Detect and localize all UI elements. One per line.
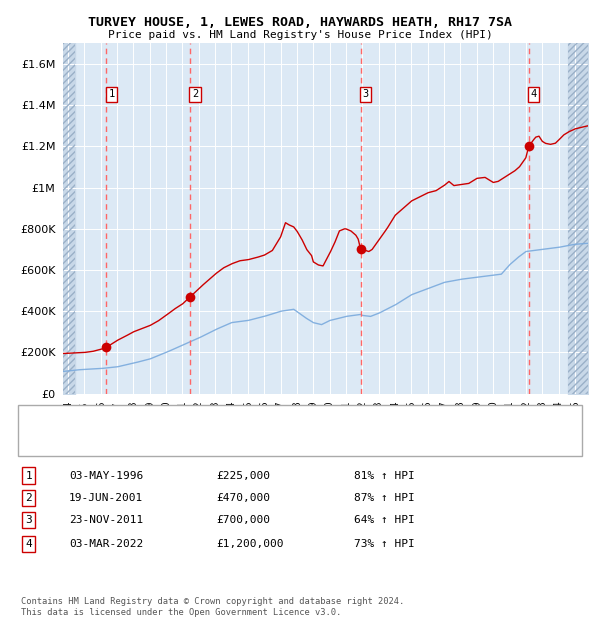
Text: 4: 4 xyxy=(530,89,537,99)
Text: £700,000: £700,000 xyxy=(216,515,270,525)
Text: 2: 2 xyxy=(25,493,32,503)
Bar xyxy=(568,43,588,394)
Text: £470,000: £470,000 xyxy=(216,493,270,503)
Text: TURVEY HOUSE, 1, LEWES ROAD, HAYWARDS HEATH, RH17 7SA (detached house): TURVEY HOUSE, 1, LEWES ROAD, HAYWARDS HE… xyxy=(55,415,457,423)
Text: 23-NOV-2011: 23-NOV-2011 xyxy=(69,515,143,525)
Text: 81% ↑ HPI: 81% ↑ HPI xyxy=(354,471,415,480)
Text: 1: 1 xyxy=(25,471,32,480)
Text: 73% ↑ HPI: 73% ↑ HPI xyxy=(354,539,415,549)
Text: £1,200,000: £1,200,000 xyxy=(216,539,284,549)
Text: 1: 1 xyxy=(109,89,115,99)
Text: 2: 2 xyxy=(192,89,198,99)
Text: Price paid vs. HM Land Registry's House Price Index (HPI): Price paid vs. HM Land Registry's House … xyxy=(107,30,493,40)
Text: HPI: Average price, detached house, Mid Sussex: HPI: Average price, detached house, Mid … xyxy=(55,437,319,446)
Text: 03-MAR-2022: 03-MAR-2022 xyxy=(69,539,143,549)
Text: Contains HM Land Registry data © Crown copyright and database right 2024.
This d: Contains HM Land Registry data © Crown c… xyxy=(21,598,404,617)
Text: £225,000: £225,000 xyxy=(216,471,270,480)
Text: 3: 3 xyxy=(25,515,32,525)
Text: 64% ↑ HPI: 64% ↑ HPI xyxy=(354,515,415,525)
Text: 3: 3 xyxy=(362,89,369,99)
Text: 19-JUN-2001: 19-JUN-2001 xyxy=(69,493,143,503)
Bar xyxy=(63,43,75,394)
Text: 4: 4 xyxy=(25,539,32,549)
Text: TURVEY HOUSE, 1, LEWES ROAD, HAYWARDS HEATH, RH17 7SA: TURVEY HOUSE, 1, LEWES ROAD, HAYWARDS HE… xyxy=(88,16,512,29)
Text: 87% ↑ HPI: 87% ↑ HPI xyxy=(354,493,415,503)
Text: 03-MAY-1996: 03-MAY-1996 xyxy=(69,471,143,480)
